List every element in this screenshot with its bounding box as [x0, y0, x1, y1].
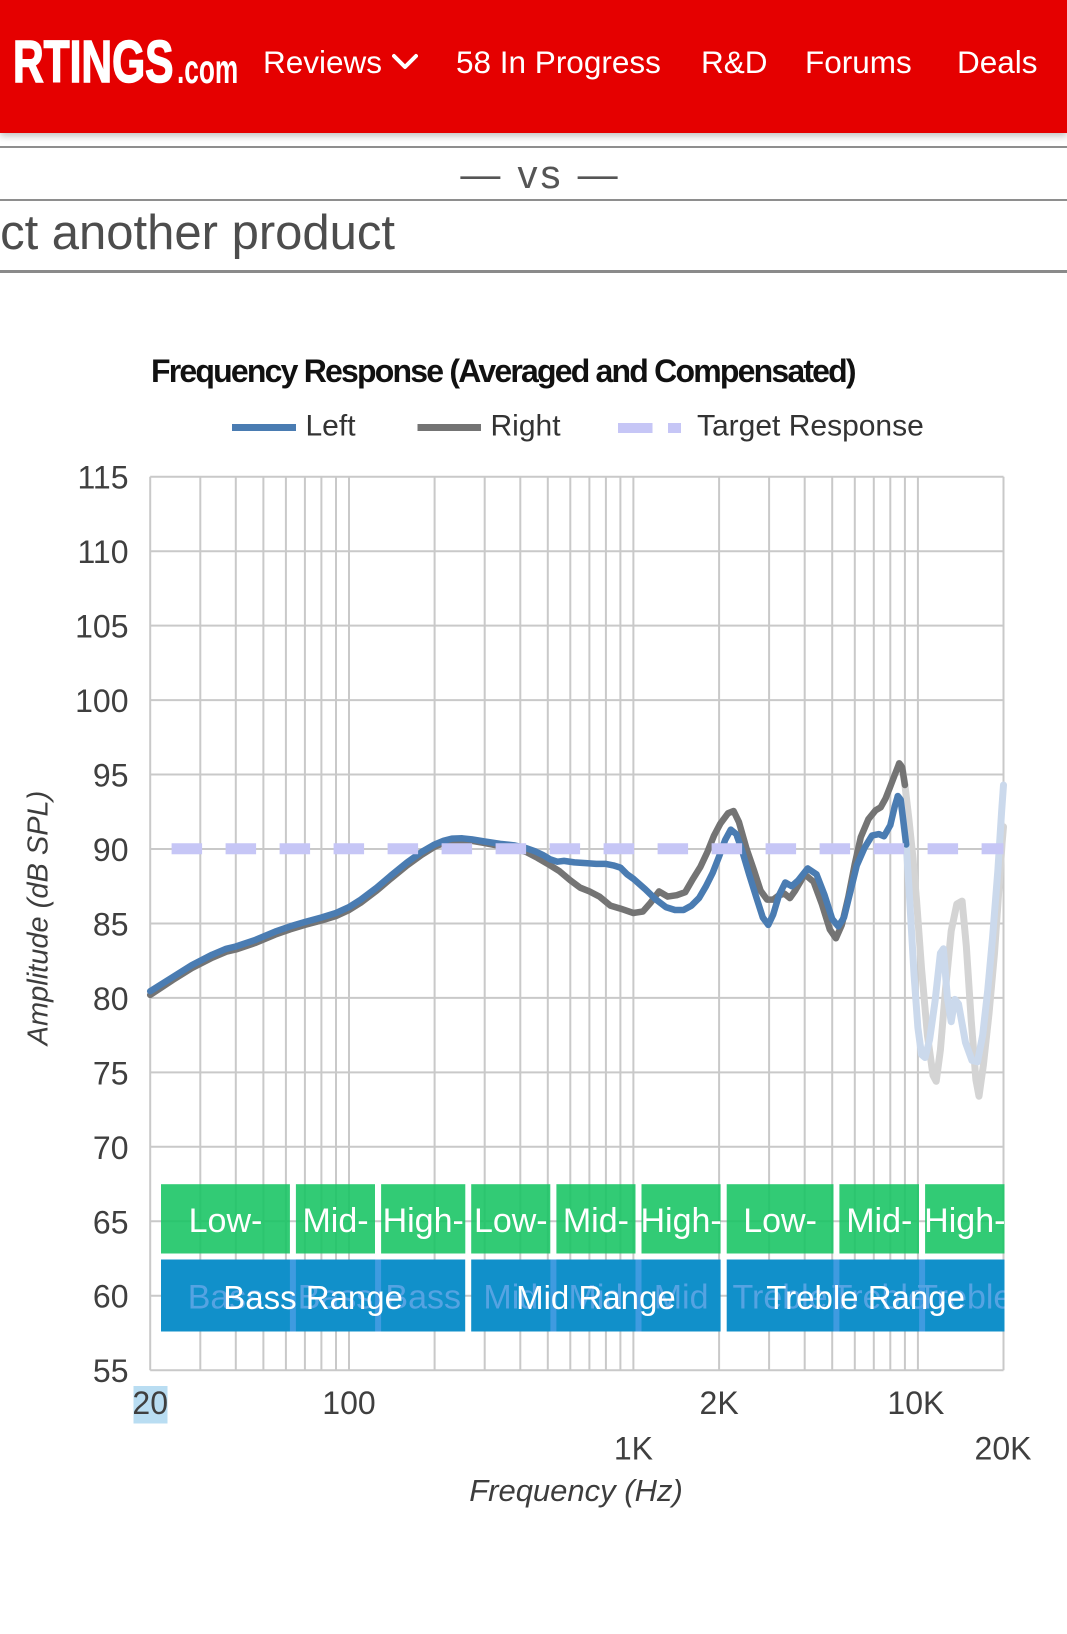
svg-text:High-: High- [383, 1202, 464, 1240]
svg-text:Mid Range: Mid Range [516, 1279, 676, 1316]
svg-text:Bass Range: Bass Range [223, 1279, 403, 1316]
svg-text:High-: High- [640, 1202, 721, 1240]
svg-text:Right: Right [491, 410, 562, 443]
svg-text:75: 75 [93, 1055, 129, 1091]
svg-text:95: 95 [93, 758, 129, 794]
svg-text:65: 65 [93, 1204, 129, 1240]
svg-text:20K: 20K [975, 1431, 1032, 1467]
svg-text:105: 105 [75, 609, 128, 645]
svg-text:Treble Range: Treble Range [766, 1279, 965, 1316]
svg-text:115: 115 [77, 460, 128, 496]
svg-text:Left: Left [306, 410, 357, 443]
svg-text:100: 100 [322, 1385, 375, 1421]
svg-text:55: 55 [93, 1353, 129, 1389]
svg-text:Amplitude (dB SPL): Amplitude (dB SPL) [23, 791, 55, 1048]
svg-text:20: 20 [132, 1385, 168, 1421]
svg-text:Frequency (Hz): Frequency (Hz) [469, 1473, 683, 1508]
svg-text:Bass: Bass [188, 1279, 264, 1317]
svg-text:10K: 10K [887, 1385, 944, 1421]
svg-text:80: 80 [93, 981, 129, 1017]
svg-text:100: 100 [75, 683, 128, 719]
svg-text:2K: 2K [700, 1385, 739, 1421]
svg-text:Treble: Treble [917, 1279, 1012, 1317]
svg-text:Low-: Low- [743, 1202, 817, 1240]
svg-text:Mid: Mid [483, 1279, 538, 1317]
svg-text:70: 70 [93, 1130, 129, 1166]
svg-text:Low-: Low- [189, 1202, 263, 1240]
svg-text:Mid-: Mid- [563, 1202, 629, 1240]
svg-text:High-: High- [924, 1202, 1005, 1240]
svg-text:Frequency Response (Averaged a: Frequency Response (Averaged and Compens… [151, 353, 856, 389]
svg-text:Mid-: Mid- [302, 1202, 368, 1240]
svg-text:60: 60 [93, 1279, 129, 1315]
svg-text:1K: 1K [614, 1431, 653, 1467]
svg-text:Bass: Bass [298, 1279, 374, 1317]
svg-text:90: 90 [93, 832, 129, 868]
svg-text:Low-: Low- [474, 1202, 548, 1240]
svg-text:110: 110 [77, 534, 128, 570]
svg-text:Treble: Treble [733, 1279, 828, 1317]
svg-text:Mid-: Mid- [846, 1202, 912, 1240]
svg-text:85: 85 [93, 907, 129, 943]
svg-text:Treble: Treble [832, 1279, 927, 1317]
svg-text:Target Response: Target Response [697, 410, 924, 443]
svg-text:Bass: Bass [385, 1279, 461, 1317]
svg-text:Mid: Mid [654, 1279, 709, 1317]
svg-text:Mid: Mid [569, 1279, 624, 1317]
